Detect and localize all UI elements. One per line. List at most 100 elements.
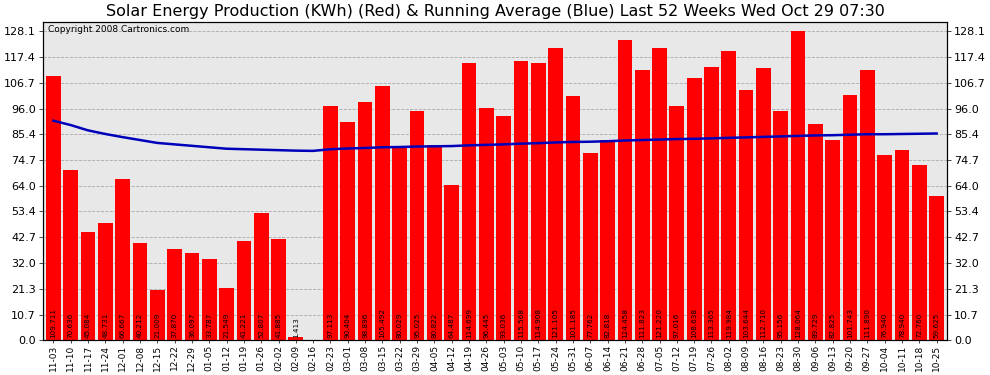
- Text: 70.636: 70.636: [67, 313, 73, 338]
- Bar: [237, 241, 251, 340]
- Text: 111.890: 111.890: [864, 308, 870, 338]
- Text: 111.823: 111.823: [640, 308, 645, 338]
- Bar: [895, 150, 910, 340]
- Bar: [860, 70, 875, 341]
- Bar: [687, 78, 702, 340]
- Text: 1.413: 1.413: [293, 317, 299, 338]
- Text: 80.029: 80.029: [397, 313, 403, 338]
- Text: 37.870: 37.870: [171, 313, 177, 338]
- Bar: [392, 147, 407, 340]
- Text: 80.822: 80.822: [432, 313, 438, 338]
- Text: 41.221: 41.221: [241, 313, 247, 338]
- Text: 64.487: 64.487: [448, 313, 454, 338]
- Bar: [115, 180, 130, 340]
- Text: 97.113: 97.113: [328, 313, 334, 338]
- Bar: [600, 141, 615, 340]
- Text: 109.711: 109.711: [50, 308, 56, 338]
- Bar: [98, 223, 113, 340]
- Bar: [375, 86, 390, 340]
- Bar: [202, 259, 217, 340]
- Bar: [46, 75, 60, 340]
- Bar: [167, 249, 182, 340]
- Bar: [773, 111, 788, 340]
- Text: 90.404: 90.404: [345, 313, 350, 338]
- Text: 36.097: 36.097: [189, 313, 195, 338]
- Title: Solar Energy Production (KWh) (Red) & Running Average (Blue) Last 52 Weeks Wed O: Solar Energy Production (KWh) (Red) & Ru…: [106, 4, 884, 19]
- Text: 115.568: 115.568: [518, 308, 524, 338]
- Text: 101.185: 101.185: [570, 308, 576, 338]
- Text: 59.625: 59.625: [934, 313, 940, 338]
- Text: 98.896: 98.896: [362, 313, 368, 338]
- Text: 97.016: 97.016: [674, 313, 680, 338]
- Bar: [149, 290, 164, 340]
- Text: 66.667: 66.667: [120, 313, 126, 338]
- Text: 52.807: 52.807: [258, 313, 264, 338]
- Bar: [618, 40, 633, 340]
- Bar: [652, 48, 667, 340]
- Text: 76.940: 76.940: [882, 313, 888, 338]
- Bar: [808, 124, 823, 340]
- Text: 128.064: 128.064: [795, 308, 801, 338]
- Text: 112.710: 112.710: [760, 308, 766, 338]
- Bar: [184, 253, 199, 340]
- Text: 114.699: 114.699: [466, 308, 472, 338]
- Text: 89.729: 89.729: [813, 313, 819, 338]
- Text: 40.212: 40.212: [137, 313, 143, 338]
- Bar: [357, 102, 372, 340]
- Text: 82.818: 82.818: [605, 313, 611, 338]
- Text: 121.105: 121.105: [552, 308, 558, 338]
- Bar: [323, 106, 338, 340]
- Bar: [583, 153, 598, 340]
- Text: 82.825: 82.825: [830, 313, 836, 338]
- Bar: [80, 232, 95, 340]
- Bar: [565, 96, 580, 340]
- Text: 119.984: 119.984: [726, 308, 732, 338]
- Bar: [479, 108, 494, 340]
- Bar: [930, 196, 944, 340]
- Text: 48.731: 48.731: [102, 313, 108, 338]
- Bar: [514, 62, 529, 340]
- Text: 103.644: 103.644: [743, 308, 749, 338]
- Bar: [669, 106, 684, 340]
- Text: 93.036: 93.036: [501, 313, 507, 338]
- Text: Copyright 2008 Cartronics.com: Copyright 2008 Cartronics.com: [48, 25, 189, 34]
- Bar: [288, 337, 303, 340]
- Bar: [826, 141, 841, 340]
- Text: 72.760: 72.760: [917, 313, 923, 338]
- Text: 121.220: 121.220: [656, 308, 662, 338]
- Bar: [410, 111, 425, 340]
- Text: 21.549: 21.549: [224, 313, 230, 338]
- Text: 105.492: 105.492: [379, 308, 385, 338]
- Bar: [722, 51, 737, 340]
- Text: 108.638: 108.638: [691, 308, 697, 338]
- Text: 77.762: 77.762: [587, 313, 593, 338]
- Bar: [791, 31, 806, 340]
- Bar: [739, 90, 753, 340]
- Bar: [271, 239, 286, 340]
- Bar: [496, 116, 511, 340]
- Bar: [531, 63, 545, 340]
- Bar: [756, 68, 771, 340]
- Bar: [877, 154, 892, 340]
- Text: 101.743: 101.743: [847, 308, 853, 338]
- Bar: [427, 145, 442, 340]
- Text: 41.885: 41.885: [275, 313, 281, 338]
- Bar: [548, 48, 563, 340]
- Bar: [253, 213, 268, 340]
- Bar: [842, 95, 857, 340]
- Text: 124.458: 124.458: [622, 308, 628, 338]
- Bar: [341, 122, 355, 340]
- Bar: [445, 185, 459, 340]
- Bar: [704, 67, 719, 340]
- Text: 114.908: 114.908: [536, 308, 542, 338]
- Text: 33.787: 33.787: [206, 313, 212, 338]
- Text: 95.025: 95.025: [414, 313, 420, 338]
- Text: 113.365: 113.365: [709, 308, 715, 338]
- Bar: [461, 63, 476, 340]
- Bar: [63, 170, 78, 340]
- Bar: [219, 288, 234, 340]
- Text: 45.084: 45.084: [85, 313, 91, 338]
- Bar: [912, 165, 927, 340]
- Text: 95.156: 95.156: [778, 313, 784, 338]
- Text: 78.940: 78.940: [899, 313, 905, 338]
